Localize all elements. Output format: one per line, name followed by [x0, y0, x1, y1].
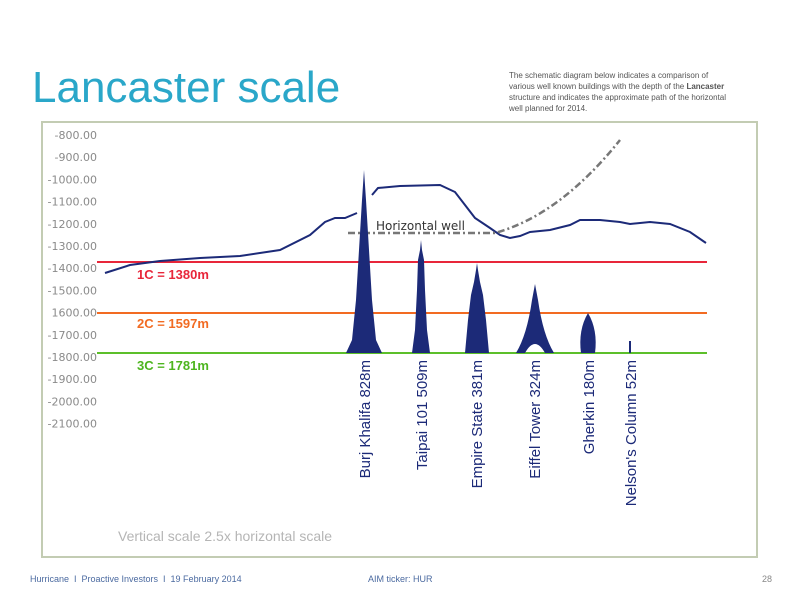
- building-labels: Burj Khalifa 828m Taipai 101 509m Empire S…: [357, 360, 640, 506]
- depth-label: -1400.00: [48, 262, 97, 275]
- depth-axis: -800.00 -900.00 -1000.00 -1100.00 -1200.00 -1…: [48, 129, 97, 431]
- structure-profile: [104, 212, 358, 274]
- depth-label: -800.00: [55, 129, 97, 142]
- contact-label: 2C = 1597m: [137, 316, 209, 331]
- depth-label: -1000.00: [48, 173, 97, 186]
- nelsons-column: [629, 341, 631, 353]
- depth-label: -900.00: [55, 151, 97, 164]
- building-label: Nelson's Column 52m: [623, 360, 640, 506]
- depth-label: -1700.00: [48, 329, 97, 342]
- building-label: Empire State 381m: [469, 360, 486, 488]
- depth-label: -1200.00: [48, 218, 97, 231]
- depth-label: -1100.00: [48, 196, 97, 209]
- footer: Hurricane I Proactive Investors I 19 Feb…: [30, 574, 772, 584]
- depth-label: -2000.00: [48, 395, 97, 408]
- description-line: The schematic diagram below indicates a …: [509, 71, 709, 80]
- building-label: Gherkin 180m: [581, 360, 598, 454]
- building-label: Burj Khalifa 828m: [357, 360, 374, 478]
- slide-title: Lancaster scale: [32, 63, 340, 112]
- description-line: various well known buildings with the de…: [509, 82, 724, 91]
- depth-label: -1300.00: [48, 240, 97, 253]
- footer-center: AIM ticker: HUR: [368, 574, 433, 584]
- description-bold: Lancaster: [686, 82, 724, 91]
- building-label: Eiffel Tower 324m: [527, 360, 544, 479]
- footer-left: Hurricane I Proactive Investors I 19 Feb…: [30, 574, 242, 584]
- description-line: well planned for 2014.: [508, 104, 587, 113]
- buildings: [346, 170, 631, 353]
- depth-label: -1800.00: [48, 351, 97, 364]
- depth-label: 1600.00: [52, 307, 98, 320]
- contact-label: 3C = 1781m: [137, 358, 209, 373]
- page-number: 28: [762, 574, 772, 584]
- depth-label: -1500.00: [48, 284, 97, 297]
- contact-label: 1C = 1380m: [137, 267, 209, 282]
- diagram-frame: [41, 121, 758, 558]
- structure-profile: [371, 183, 707, 244]
- taipei-101: [412, 240, 430, 353]
- contact-labels: 1C = 1380m 2C = 1597m 3C = 1781m: [137, 267, 209, 373]
- description-text: various well known buildings with the de…: [509, 82, 686, 91]
- scale-note: Vertical scale 2.5x horizontal scale: [118, 528, 332, 544]
- building-label: Taipai 101 509m: [414, 360, 431, 470]
- eiffel-tower: [516, 284, 554, 353]
- well-label: Horizontal well: [376, 219, 465, 233]
- depth-label: -1900.00: [48, 373, 97, 386]
- burj-khalifa: [346, 170, 382, 353]
- depth-label: -2100.00: [48, 418, 97, 431]
- horizontal-well-path: [348, 139, 621, 235]
- empire-state: [465, 263, 489, 353]
- gherkin: [580, 313, 596, 353]
- description-line: structure and indicates the approximate …: [509, 93, 726, 102]
- description: The schematic diagram below indicates a …: [508, 71, 726, 113]
